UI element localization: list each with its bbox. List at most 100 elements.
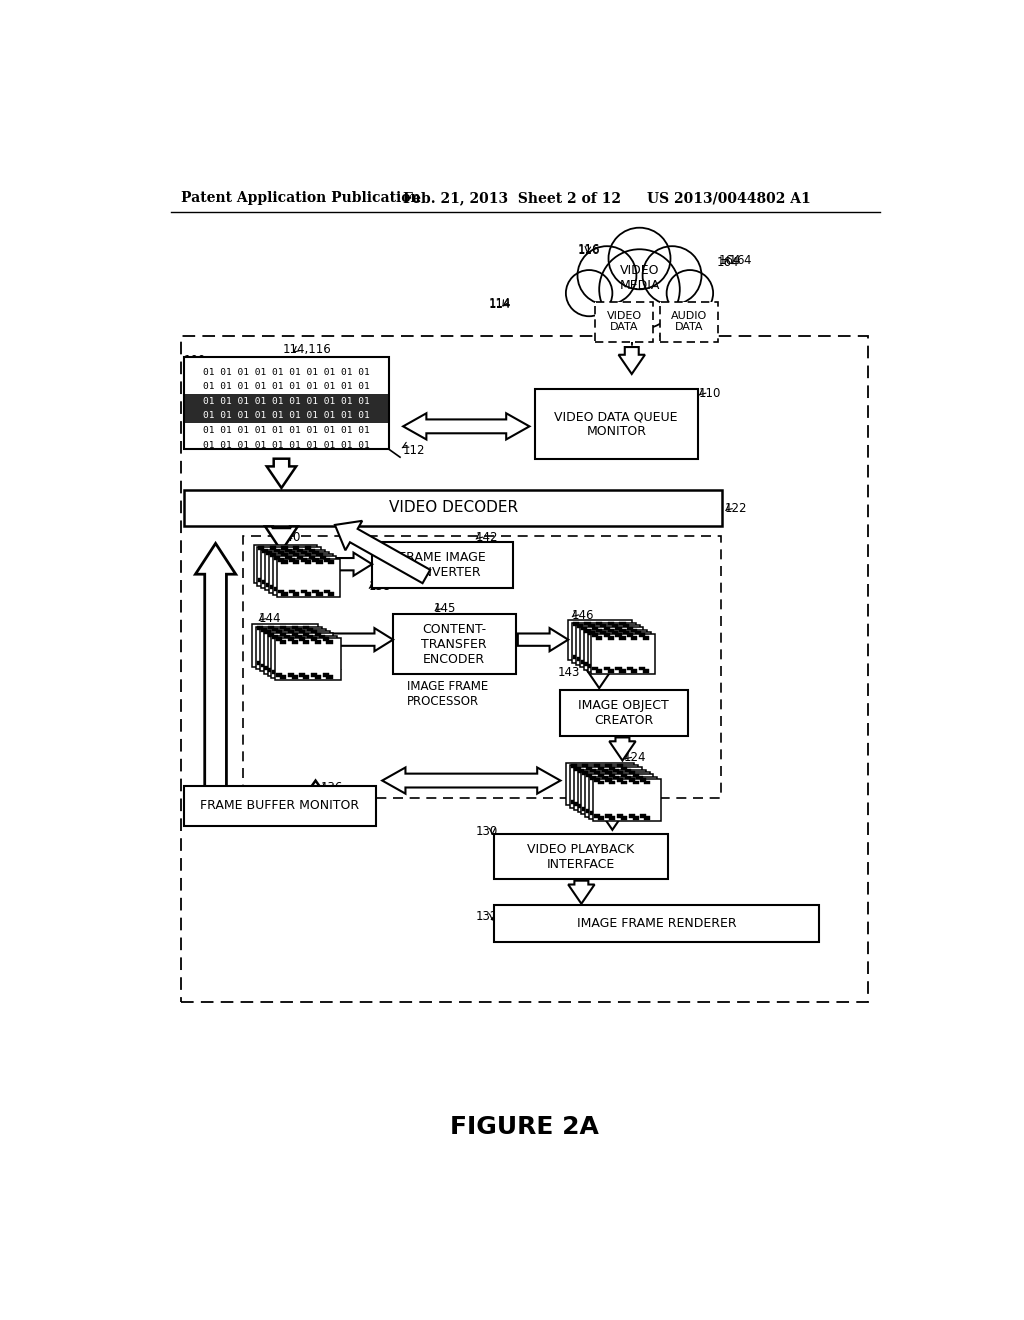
Bar bbox=[584, 630, 647, 669]
Bar bbox=[620, 663, 626, 665]
Bar bbox=[566, 763, 634, 805]
Bar bbox=[635, 631, 641, 635]
Bar bbox=[586, 775, 653, 817]
Bar bbox=[293, 591, 299, 595]
Bar bbox=[607, 655, 614, 659]
Bar bbox=[589, 664, 595, 668]
Bar bbox=[613, 804, 620, 808]
Bar bbox=[312, 552, 318, 554]
Text: 130: 130 bbox=[475, 825, 498, 838]
Text: VIDEO
MEDIA: VIDEO MEDIA bbox=[620, 264, 659, 292]
Bar bbox=[260, 628, 266, 632]
Bar bbox=[280, 675, 286, 678]
Bar bbox=[292, 675, 298, 678]
Bar bbox=[273, 581, 280, 585]
Bar bbox=[318, 635, 325, 639]
Bar bbox=[301, 590, 307, 594]
Circle shape bbox=[599, 249, 680, 330]
Bar bbox=[268, 668, 274, 672]
Circle shape bbox=[578, 246, 636, 305]
Bar bbox=[257, 626, 263, 630]
Bar bbox=[292, 632, 298, 636]
Bar bbox=[254, 545, 317, 583]
Bar bbox=[288, 673, 294, 677]
Bar bbox=[265, 552, 329, 590]
Bar bbox=[282, 578, 288, 582]
Bar bbox=[598, 803, 604, 807]
Bar bbox=[615, 634, 622, 638]
Circle shape bbox=[667, 271, 713, 317]
Text: 110: 110 bbox=[698, 387, 721, 400]
Bar bbox=[301, 558, 307, 562]
Bar bbox=[611, 624, 617, 628]
Bar bbox=[288, 638, 294, 642]
Bar bbox=[286, 587, 292, 591]
Bar bbox=[592, 634, 598, 638]
Bar bbox=[582, 772, 649, 814]
Bar bbox=[636, 776, 643, 780]
Bar bbox=[308, 581, 314, 585]
Bar bbox=[585, 655, 591, 659]
Bar bbox=[609, 816, 615, 820]
Bar bbox=[609, 767, 615, 771]
Bar bbox=[633, 780, 639, 784]
Text: VIDEO DECODER: VIDEO DECODER bbox=[388, 500, 518, 516]
Bar bbox=[261, 549, 325, 589]
Bar bbox=[305, 560, 311, 564]
Bar bbox=[639, 634, 645, 638]
Bar bbox=[268, 626, 274, 630]
Bar bbox=[594, 779, 600, 781]
Bar bbox=[393, 614, 515, 675]
Text: 116: 116 bbox=[578, 244, 600, 257]
Bar bbox=[316, 560, 323, 564]
Text: IMAGE FRAME RENDERER: IMAGE FRAME RENDERER bbox=[577, 917, 736, 931]
Bar bbox=[601, 770, 607, 774]
Bar bbox=[301, 552, 307, 554]
Bar bbox=[183, 490, 722, 527]
Bar bbox=[598, 809, 604, 813]
Bar bbox=[620, 636, 626, 640]
Bar bbox=[625, 776, 631, 780]
Polygon shape bbox=[328, 628, 393, 651]
Text: 146: 146 bbox=[571, 609, 594, 622]
Bar bbox=[273, 557, 337, 595]
Bar bbox=[573, 767, 642, 810]
Text: 140: 140 bbox=[280, 531, 301, 544]
Bar bbox=[314, 640, 321, 644]
Text: VIDEO DATA QUEUE
MONITOR: VIDEO DATA QUEUE MONITOR bbox=[555, 411, 678, 438]
Circle shape bbox=[643, 246, 701, 305]
Bar bbox=[297, 556, 303, 560]
Bar bbox=[604, 660, 610, 664]
Bar bbox=[293, 560, 299, 564]
Text: 145: 145 bbox=[434, 602, 457, 615]
Bar bbox=[288, 665, 294, 669]
Text: US 2013/0044802 A1: US 2013/0044802 A1 bbox=[647, 191, 811, 206]
Bar bbox=[586, 809, 592, 813]
Bar bbox=[627, 627, 633, 631]
Text: 01 01 01 01 01 01 01 01 01 01: 01 01 01 01 01 01 01 01 01 01 bbox=[203, 426, 370, 436]
Bar bbox=[621, 816, 627, 820]
Bar bbox=[307, 628, 313, 632]
Bar bbox=[590, 812, 596, 816]
Bar bbox=[589, 631, 595, 635]
Bar bbox=[620, 622, 626, 626]
Bar bbox=[303, 668, 309, 672]
Bar bbox=[276, 665, 283, 669]
Bar bbox=[609, 774, 615, 777]
Bar bbox=[280, 668, 286, 672]
Bar bbox=[494, 906, 819, 942]
Bar bbox=[600, 631, 606, 635]
Bar bbox=[316, 585, 323, 589]
Bar bbox=[307, 664, 313, 668]
Bar bbox=[639, 667, 645, 671]
Bar bbox=[631, 669, 637, 673]
Text: 141: 141 bbox=[321, 660, 343, 673]
Bar bbox=[293, 578, 299, 582]
Bar bbox=[183, 409, 389, 424]
Bar bbox=[581, 660, 587, 664]
Bar bbox=[289, 582, 295, 586]
Bar bbox=[297, 581, 303, 585]
Bar bbox=[572, 623, 636, 663]
Bar bbox=[570, 764, 577, 768]
Bar bbox=[644, 780, 650, 784]
